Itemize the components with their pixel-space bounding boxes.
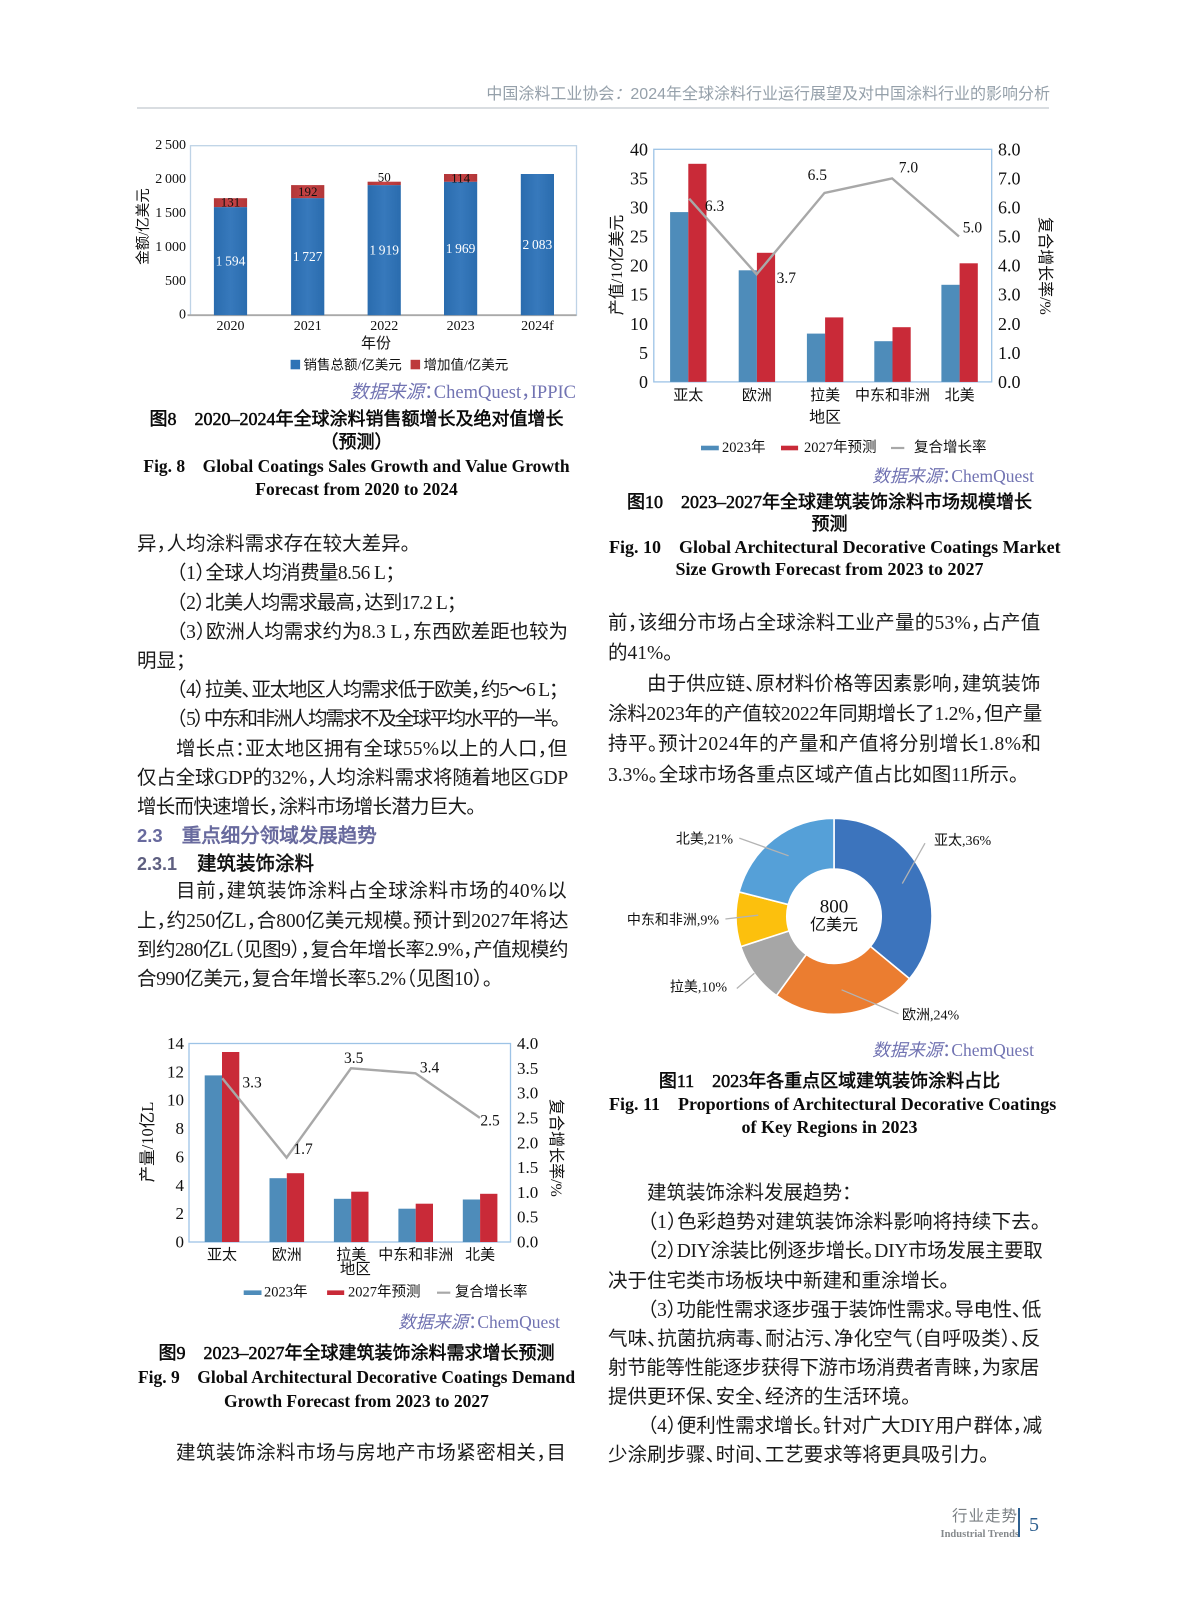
svg-text:欧洲: 欧洲 [272,1247,302,1264]
svg-text:6.3: 6.3 [705,198,725,215]
svg-text:北美,21%: 北美,21% [676,832,733,848]
svg-text:拉美,10%: 拉美,10% [670,979,727,995]
svg-text:2.0: 2.0 [998,314,1021,334]
svg-text:复合增长率: 复合增长率 [455,1283,528,1301]
svg-text:0: 0 [639,372,648,392]
svg-text:25: 25 [630,227,648,247]
svg-text:8.0: 8.0 [998,139,1021,159]
svg-text:7.0: 7.0 [998,168,1021,188]
svg-text:2 000: 2 000 [155,172,186,187]
svg-text:2: 2 [176,1204,185,1223]
svg-text:50: 50 [378,170,391,185]
svg-text:131: 131 [221,195,241,210]
svg-text:3.0: 3.0 [998,285,1021,305]
svg-text:1.5: 1.5 [517,1158,538,1177]
svg-text:1.0: 1.0 [517,1183,538,1202]
svg-text:114: 114 [451,170,471,185]
svg-text:复合增长率/%: 复合增长率/% [547,1099,565,1197]
svg-text:4: 4 [176,1176,185,1195]
svg-text:3.0: 3.0 [517,1084,538,1103]
svg-text:欧洲,24%: 欧洲,24% [902,1008,959,1024]
svg-text:拉美: 拉美 [810,387,840,404]
svg-text:中东和非洲,9%: 中东和非洲,9% [627,912,719,928]
svg-text:增加值/亿美元: 增加值/亿美元 [424,357,509,372]
svg-text:800: 800 [820,897,849,918]
svg-text:1 500: 1 500 [155,206,186,221]
svg-text:10: 10 [167,1091,184,1110]
svg-text:中东和非洲: 中东和非洲 [855,387,930,404]
svg-text:中东和非洲: 中东和非洲 [378,1247,453,1264]
svg-text:20: 20 [630,256,648,276]
svg-text:2.0: 2.0 [517,1133,538,1152]
svg-text:6.5: 6.5 [808,167,828,184]
svg-text:2023: 2023 [447,319,475,334]
svg-text:40: 40 [630,139,648,159]
svg-text:2.5: 2.5 [480,1113,500,1130]
svg-text:0: 0 [179,308,186,323]
svg-text:拉美: 拉美 [336,1247,366,1264]
svg-text:地区: 地区 [340,1260,371,1278]
svg-text:2022: 2022 [370,319,398,334]
svg-text:30: 30 [630,197,648,217]
svg-text:北美: 北美 [945,387,975,404]
svg-text:1 727: 1 727 [293,249,323,264]
svg-text:亿美元: 亿美元 [810,916,858,934]
svg-text:2024f: 2024f [521,319,554,334]
svg-text:复合增长率/%: 复合增长率/% [1036,217,1054,315]
svg-text:1 594: 1 594 [216,254,246,269]
svg-text:2027年预测: 2027年预测 [348,1284,421,1301]
svg-text:亚太: 亚太 [673,387,703,404]
svg-text:2023年: 2023年 [264,1284,308,1301]
svg-text:亚太: 亚太 [207,1247,237,1264]
svg-text:1.7: 1.7 [293,1141,313,1158]
svg-text:0: 0 [176,1233,185,1252]
svg-text:2.5: 2.5 [517,1108,538,1127]
svg-text:14: 14 [167,1034,185,1053]
svg-text:2 500: 2 500 [155,138,186,153]
svg-text:地区: 地区 [809,408,841,426]
svg-text:2021: 2021 [294,319,322,334]
svg-text:2023年: 2023年 [722,439,766,456]
svg-text:产量/10亿L: 产量/10亿L [138,1102,157,1183]
svg-text:亚太,36%: 亚太,36% [934,833,991,849]
svg-text:5.0: 5.0 [963,220,983,237]
svg-text:销售总额/亿美元: 销售总额/亿美元 [304,357,402,372]
svg-text:2020: 2020 [217,319,245,334]
svg-text:3.5: 3.5 [344,1050,364,1067]
svg-text:8: 8 [176,1119,185,1138]
svg-text:4.0: 4.0 [517,1034,538,1053]
svg-text:0.0: 0.0 [517,1233,538,1252]
svg-text:金额/亿美元: 金额/亿美元 [135,188,152,265]
svg-text:2 083: 2 083 [523,237,553,252]
svg-text:2027年预测: 2027年预测 [804,439,877,456]
svg-text:1 919: 1 919 [369,243,399,258]
svg-text:6.0: 6.0 [998,197,1021,217]
svg-text:12: 12 [167,1062,184,1081]
svg-text:5: 5 [639,343,648,363]
svg-text:1 969: 1 969 [446,241,476,256]
svg-text:3.7: 3.7 [777,270,797,287]
svg-text:7.0: 7.0 [899,160,919,177]
svg-text:192: 192 [298,184,318,199]
svg-text:500: 500 [165,274,186,289]
svg-text:35: 35 [630,168,648,188]
svg-text:3.3: 3.3 [242,1075,262,1092]
svg-text:欧洲: 欧洲 [742,387,772,404]
svg-text:3.5: 3.5 [517,1059,538,1078]
svg-text:产值/10亿美元: 产值/10亿美元 [608,215,626,315]
svg-text:1 000: 1 000 [155,240,186,255]
svg-text:6: 6 [176,1147,185,1166]
svg-text:4.0: 4.0 [998,256,1021,276]
svg-text:5.0: 5.0 [998,227,1021,247]
svg-text:北美: 北美 [465,1247,495,1264]
svg-text:3.4: 3.4 [420,1059,440,1076]
svg-text:年份: 年份 [361,335,391,352]
svg-text:0.0: 0.0 [998,372,1021,392]
svg-text:复合增长率: 复合增长率 [914,438,987,456]
svg-text:1.0: 1.0 [998,343,1021,363]
svg-text:15: 15 [630,285,648,305]
svg-text:0.5: 0.5 [517,1208,538,1227]
svg-text:10: 10 [630,314,648,334]
